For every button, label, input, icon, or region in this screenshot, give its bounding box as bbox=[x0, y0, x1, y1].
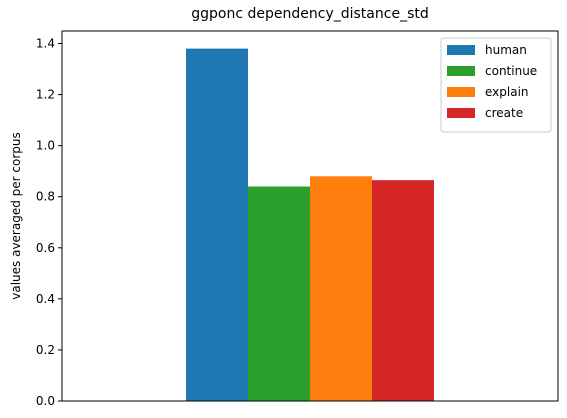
y-axis: 0.0 0.2 0.4 0.6 0.8 1.0 1.2 1.4 bbox=[36, 37, 62, 408]
chart-title: ggponc dependency_distance_std bbox=[191, 6, 428, 22]
legend-label-create: create bbox=[485, 106, 523, 120]
bar-explain bbox=[310, 176, 372, 401]
legend-swatch-human bbox=[447, 45, 475, 55]
y-tick-label: 0.4 bbox=[36, 292, 55, 306]
bar-create bbox=[372, 180, 434, 401]
y-tick-label: 1.4 bbox=[36, 37, 55, 51]
y-tick-label: 1.2 bbox=[36, 88, 55, 102]
legend-label-continue: continue bbox=[485, 64, 537, 78]
plot-frame bbox=[61, 30, 559, 402]
y-tick-label: 0.2 bbox=[36, 343, 55, 357]
bars bbox=[186, 48, 434, 401]
y-axis-label: values averaged per corpus bbox=[9, 132, 23, 300]
bar-continue bbox=[248, 186, 310, 401]
legend-label-human: human bbox=[485, 43, 527, 57]
y-tick-label: 0.6 bbox=[36, 241, 55, 255]
legend-label-explain: explain bbox=[485, 85, 529, 99]
y-tick-label: 0.0 bbox=[36, 394, 55, 408]
legend: human continue explain create bbox=[440, 37, 552, 133]
y-tick-label: 1.0 bbox=[36, 139, 55, 153]
legend-swatch-continue bbox=[447, 66, 475, 76]
legend-swatch-create bbox=[447, 108, 475, 118]
y-tick-label: 0.8 bbox=[36, 190, 55, 204]
legend-swatch-explain bbox=[447, 87, 475, 97]
bar-human bbox=[186, 48, 248, 401]
